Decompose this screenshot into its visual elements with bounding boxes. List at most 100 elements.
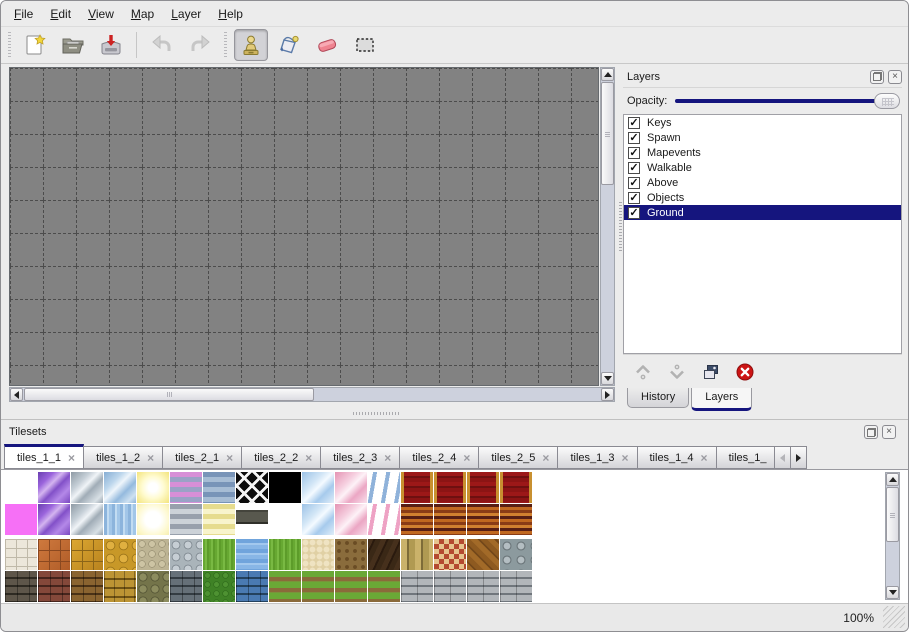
map-cell[interactable] — [76, 167, 109, 200]
layer-visibility-checkbox[interactable]: ✓ — [628, 116, 640, 129]
map-cell[interactable] — [109, 233, 142, 266]
map-cell[interactable] — [472, 167, 505, 200]
map-cell[interactable] — [439, 365, 472, 385]
duplicate-layer-button[interactable] — [701, 362, 721, 382]
tab-scroll-left-button[interactable] — [774, 446, 792, 469]
tile-curtain-blue[interactable] — [368, 472, 400, 503]
tile-bricks-checker[interactable] — [434, 539, 466, 570]
map-cell[interactable] — [76, 200, 109, 233]
undo-button[interactable] — [145, 29, 179, 61]
dock-tab-history[interactable]: History — [627, 388, 690, 408]
tile-planks-vertical[interactable] — [401, 539, 433, 570]
tile-stone-white[interactable] — [5, 539, 37, 570]
tile-sand[interactable] — [302, 539, 334, 570]
map-cell[interactable] — [10, 365, 43, 385]
map-cell[interactable] — [538, 101, 571, 134]
map-cell[interactable] — [76, 134, 109, 167]
map-cell[interactable] — [472, 365, 505, 385]
tileset-tab-tiles_1_4[interactable]: tiles_1_4 × — [636, 446, 717, 469]
map-cell[interactable] — [538, 167, 571, 200]
menu-file[interactable]: File — [14, 6, 34, 21]
tile-path-grass[interactable] — [302, 571, 334, 602]
tab-close-icon[interactable]: × — [542, 450, 550, 465]
map-cell[interactable] — [76, 101, 109, 134]
map-cell[interactable] — [505, 134, 538, 167]
map-cell[interactable] — [142, 365, 175, 385]
layer-row-walkable[interactable]: ✓ Walkable — [624, 160, 901, 175]
map-cell[interactable] — [76, 299, 109, 332]
tileset-tab-tiles_1_[interactable]: tiles_1_ — [715, 446, 776, 469]
layer-visibility-checkbox[interactable]: ✓ — [628, 176, 640, 189]
map-cell[interactable] — [406, 68, 439, 101]
tileset-tab-tiles_2_5[interactable]: tiles_2_5 × — [478, 446, 559, 469]
tile-tiles-terracotta[interactable] — [38, 539, 70, 570]
map-cell[interactable] — [439, 233, 472, 266]
map-cell[interactable] — [43, 233, 76, 266]
map-cell[interactable] — [538, 365, 571, 385]
map-cell[interactable] — [208, 266, 241, 299]
map-cell[interactable] — [10, 332, 43, 365]
tile-blank[interactable] — [269, 504, 301, 535]
map-cell[interactable] — [241, 134, 274, 167]
map-cell[interactable] — [307, 233, 340, 266]
tile-glass-pink-sm[interactable] — [335, 504, 367, 535]
map-cell[interactable] — [307, 134, 340, 167]
map-cell[interactable] — [373, 200, 406, 233]
map-cell[interactable] — [538, 266, 571, 299]
map-cell[interactable] — [274, 365, 307, 385]
tile-tiles-gold[interactable] — [71, 539, 103, 570]
map-cell[interactable] — [175, 200, 208, 233]
map-cell[interactable] — [274, 68, 307, 101]
map-cell[interactable] — [307, 299, 340, 332]
map-cell[interactable] — [340, 134, 373, 167]
save-map-button[interactable] — [94, 29, 128, 61]
map-cell[interactable] — [472, 299, 505, 332]
map-cell[interactable] — [208, 101, 241, 134]
map-cell[interactable] — [109, 299, 142, 332]
map-cell[interactable] — [175, 167, 208, 200]
tileset-tab-tiles_1_1[interactable]: tiles_1_1 × — [4, 444, 85, 469]
tile-wall-graybrick[interactable] — [170, 571, 202, 602]
map-cell[interactable] — [43, 266, 76, 299]
map-cell[interactable] — [241, 332, 274, 365]
tile-carpet-red[interactable] — [500, 472, 532, 503]
map-cell[interactable] — [472, 200, 505, 233]
map-cell[interactable] — [241, 68, 274, 101]
map-cell[interactable] — [307, 332, 340, 365]
map-cell[interactable] — [10, 299, 43, 332]
tile-wall-darkbrick[interactable] — [5, 571, 37, 602]
map-cell[interactable] — [571, 365, 598, 385]
map-cell[interactable] — [241, 365, 274, 385]
map-cell[interactable] — [208, 68, 241, 101]
map-cell[interactable] — [340, 233, 373, 266]
map-cell[interactable] — [142, 299, 175, 332]
map-cell[interactable] — [340, 266, 373, 299]
map-cell[interactable] — [340, 365, 373, 385]
open-map-button[interactable] — [56, 29, 90, 61]
tile-wood-banded[interactable] — [401, 504, 433, 535]
map-cell[interactable] — [439, 167, 472, 200]
scroll-right-button[interactable] — [601, 388, 614, 401]
tile-stripes-blue[interactable] — [203, 472, 235, 503]
tile-stripes-pink[interactable] — [170, 472, 202, 503]
opacity-slider-handle[interactable] — [874, 93, 900, 109]
tile-sign-plate[interactable] — [236, 504, 268, 535]
map-cell[interactable] — [505, 68, 538, 101]
map-cell[interactable] — [208, 233, 241, 266]
tile-log-ends[interactable] — [500, 539, 532, 570]
map-cell[interactable] — [340, 299, 373, 332]
map-cell[interactable] — [571, 68, 598, 101]
map-cell[interactable] — [208, 332, 241, 365]
map-cell[interactable] — [472, 266, 505, 299]
tile-wall-grayplank[interactable] — [467, 571, 499, 602]
tile-path-grass[interactable] — [269, 571, 301, 602]
float-tilesets-button[interactable] — [864, 425, 878, 439]
map-cell[interactable] — [538, 299, 571, 332]
map-cell[interactable] — [208, 167, 241, 200]
map-cell[interactable] — [307, 200, 340, 233]
map-cell[interactable] — [472, 332, 505, 365]
map-cell[interactable] — [439, 134, 472, 167]
tile-glow-yellow[interactable] — [137, 472, 169, 503]
map-cell[interactable] — [175, 299, 208, 332]
scroll-up-button[interactable] — [601, 68, 614, 81]
